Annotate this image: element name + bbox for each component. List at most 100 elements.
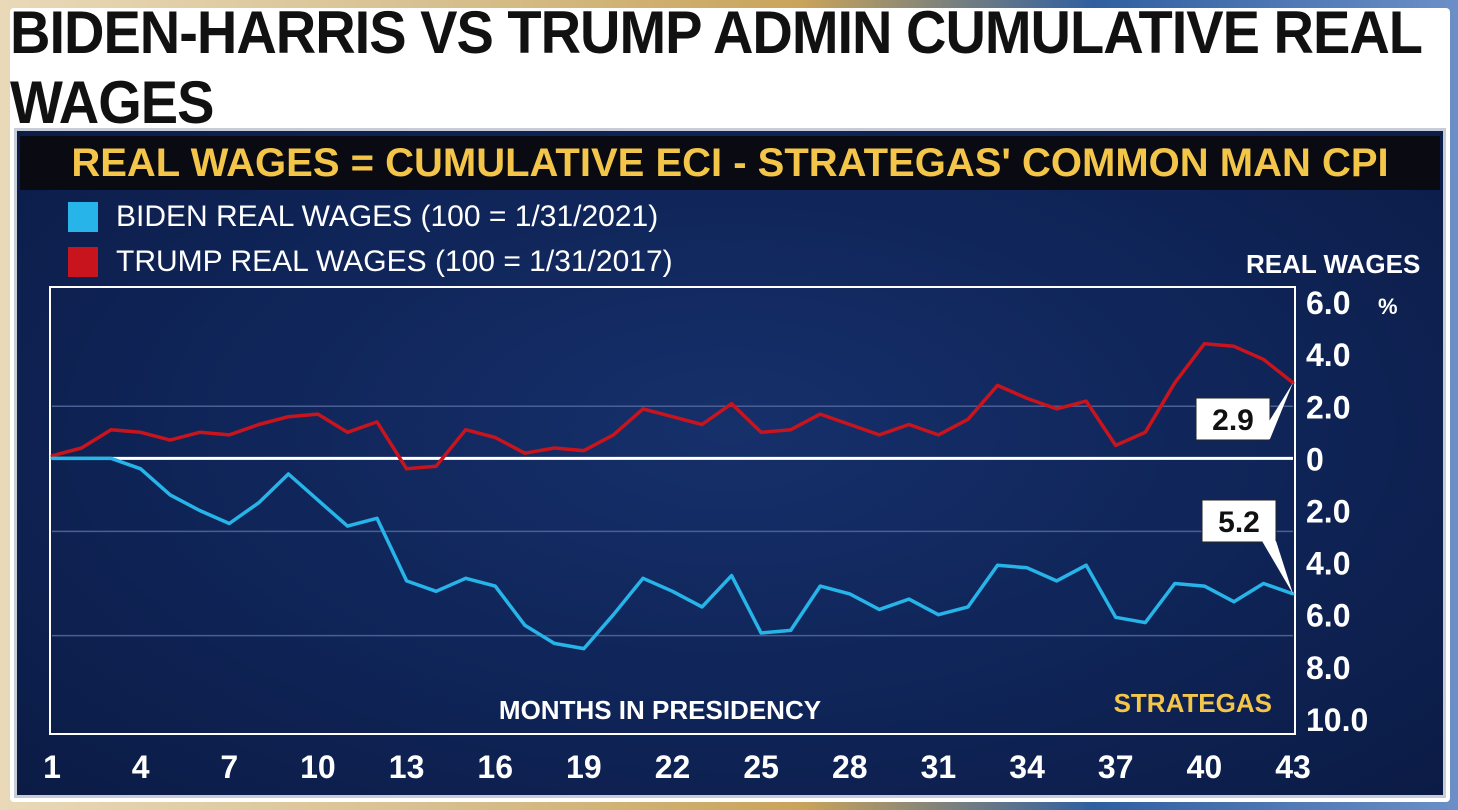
data-point-trump (641, 407, 645, 411)
data-point-biden (1114, 615, 1118, 619)
data-point-trump (345, 430, 349, 434)
x-tick-label: 10 (300, 749, 336, 785)
y-tick-label: 4.0 (1306, 546, 1350, 582)
data-point-trump (1025, 396, 1029, 400)
legend-item-biden: BIDEN REAL WAGES (100 = 1/31/2021) (68, 200, 658, 234)
data-point-trump (700, 423, 704, 427)
data-point-biden (1025, 566, 1029, 570)
y-tick-label: 2.0 (1306, 494, 1350, 530)
legend-swatch-trump (68, 247, 98, 277)
data-point-trump (966, 417, 970, 421)
data-point-trump (80, 446, 84, 450)
data-point-biden (1143, 621, 1147, 625)
x-tick-label: 19 (566, 749, 602, 785)
legend-label-trump: TRUMP REAL WAGES (100 = 1/31/2017) (116, 245, 673, 278)
data-point-trump (996, 383, 1000, 387)
data-point-trump (818, 412, 822, 416)
x-axis-title: MONTHS IN PRESIDENCY (499, 695, 821, 725)
data-point-biden (1055, 579, 1059, 583)
data-point-trump (552, 446, 556, 450)
data-point-biden (168, 493, 172, 497)
data-point-biden (50, 456, 54, 460)
data-point-biden (198, 509, 202, 512)
data-point-trump (877, 433, 881, 437)
data-point-trump (493, 436, 497, 440)
data-point-trump (109, 428, 113, 432)
y-tick-label: 6.0 (1306, 598, 1350, 634)
data-point-biden (759, 631, 763, 635)
data-point-biden (109, 456, 113, 460)
data-point-biden (789, 628, 793, 632)
data-point-trump (671, 415, 674, 419)
x-tick-label: 13 (389, 749, 425, 785)
data-point-biden (996, 563, 1000, 567)
end-callout-box-biden (1201, 499, 1277, 543)
legend-swatch-biden (68, 202, 98, 232)
plot-area (49, 286, 1296, 735)
y-tick-label: 6.0 (1306, 285, 1350, 321)
data-point-biden (1084, 563, 1088, 567)
data-point-biden (316, 498, 320, 502)
data-point-biden (80, 456, 84, 460)
data-point-biden (552, 641, 556, 645)
data-point-biden (611, 613, 615, 617)
data-point-biden (375, 516, 379, 520)
data-point-biden (641, 576, 645, 580)
data-point-trump (50, 454, 54, 458)
data-point-trump (464, 428, 468, 432)
data-point-biden (818, 584, 822, 588)
x-tick-label: 1 (43, 749, 61, 785)
data-point-biden (1173, 581, 1177, 585)
data-point-trump (168, 438, 172, 442)
data-point-trump (434, 464, 438, 468)
x-tick-label: 31 (921, 749, 957, 785)
data-point-biden (1261, 581, 1265, 585)
data-point-trump (286, 415, 290, 419)
y-tick-label: 4.0 (1306, 337, 1350, 373)
data-point-trump (759, 430, 763, 434)
x-tick-label: 25 (743, 749, 779, 785)
subtitle-bar: REAL WAGES = CUMULATIVE ECI - STRATEGAS'… (20, 136, 1440, 190)
data-point-trump (907, 423, 911, 427)
y-axis-title: REAL WAGES (1246, 249, 1421, 279)
y-tick-label: 2.0 (1306, 389, 1350, 425)
end-callout-label-trump: 2.9 (1212, 404, 1254, 437)
data-point-biden (345, 524, 349, 528)
data-point-trump (1173, 381, 1177, 385)
data-point-trump (198, 430, 202, 434)
x-tick-label: 43 (1275, 749, 1311, 785)
data-point-trump (1114, 443, 1118, 447)
end-callout-box-trump (1195, 397, 1271, 441)
series-line-biden (52, 456, 1294, 651)
data-point-trump (523, 451, 527, 455)
x-tick-label: 34 (1009, 749, 1045, 785)
data-point-trump (1261, 357, 1265, 361)
data-point-trump (582, 449, 586, 453)
data-point-trump (139, 430, 143, 434)
y-tick-label: 10.0 (1306, 702, 1368, 738)
legend-item-trump: TRUMP REAL WAGES (100 = 1/31/2017) (68, 245, 673, 279)
x-tick-label: 37 (1098, 749, 1134, 785)
x-tick-label: 28 (832, 749, 868, 785)
data-point-biden (493, 584, 497, 588)
data-point-trump (227, 433, 231, 437)
chart-panel (14, 128, 1446, 798)
x-tick-label: 40 (1187, 749, 1223, 785)
data-point-trump (316, 412, 320, 416)
data-point-trump (1232, 344, 1236, 348)
x-tick-label: 22 (655, 749, 691, 785)
data-point-trump (848, 423, 852, 427)
data-point-biden (582, 647, 586, 651)
source-label: STRATEGAS (1114, 688, 1272, 718)
end-callout-label-biden: 5.2 (1218, 506, 1260, 539)
end-callout-pointer-trump (1258, 382, 1293, 439)
data-point-trump (257, 423, 261, 427)
data-point-biden (936, 613, 940, 617)
data-point-biden (1202, 584, 1206, 588)
headline: BIDEN-HARRIS VS TRUMP ADMIN CUMULATIVE R… (10, 0, 1422, 137)
data-point-biden (877, 608, 881, 612)
data-point-trump (936, 433, 940, 437)
data-point-trump (1202, 342, 1206, 346)
data-point-biden (405, 579, 409, 583)
